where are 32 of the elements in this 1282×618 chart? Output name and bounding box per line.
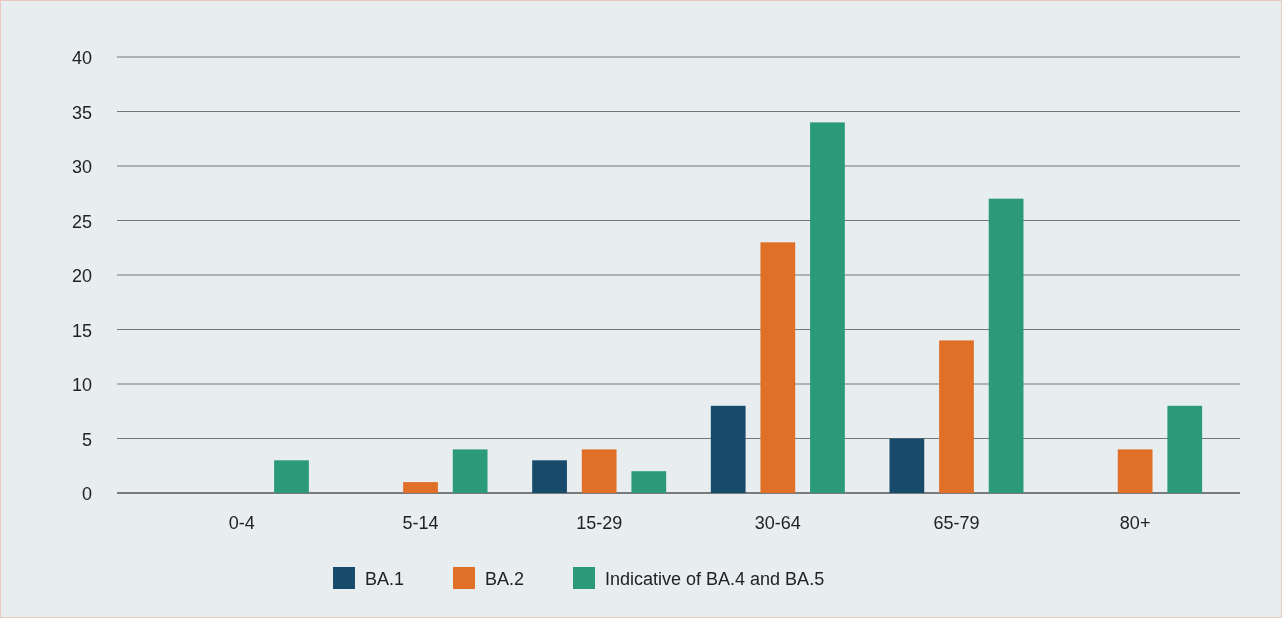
x-tick-label: 5-14 [402, 513, 439, 533]
bar [760, 242, 796, 493]
bar [532, 460, 567, 493]
y-tick-label: 15 [71, 320, 92, 341]
y-tick-label: 25 [71, 211, 92, 232]
bar [581, 449, 617, 493]
x-tick-label: 15-29 [576, 513, 623, 533]
y-tick-label: 0 [81, 484, 92, 504]
legend-label: Indicative of BA.4 and BA.5 [605, 569, 825, 589]
bar [889, 438, 925, 493]
bar [939, 340, 974, 493]
bar [810, 122, 845, 493]
y-tick-label: 35 [71, 102, 92, 123]
x-tick-label: 0-4 [228, 513, 255, 533]
bar [403, 482, 438, 493]
y-tick-label: 10 [71, 375, 92, 395]
x-tick-label: 80+ [1119, 513, 1151, 533]
bar [631, 471, 667, 493]
x-tick-label: 30-64 [754, 513, 801, 533]
bar [452, 449, 488, 493]
bar [710, 405, 746, 493]
legend-label: BA.1 [365, 569, 405, 589]
y-tick-label: 20 [71, 266, 92, 286]
bar [274, 460, 309, 493]
y-tick-label: 5 [81, 429, 92, 450]
y-tick-label: 40 [71, 48, 92, 68]
y-tick-label: 30 [71, 157, 92, 177]
bar [1167, 405, 1203, 493]
legend-label: BA.2 [485, 569, 525, 589]
bar [1117, 449, 1153, 493]
x-tick-label: 65-79 [933, 513, 980, 533]
bar [988, 198, 1024, 493]
